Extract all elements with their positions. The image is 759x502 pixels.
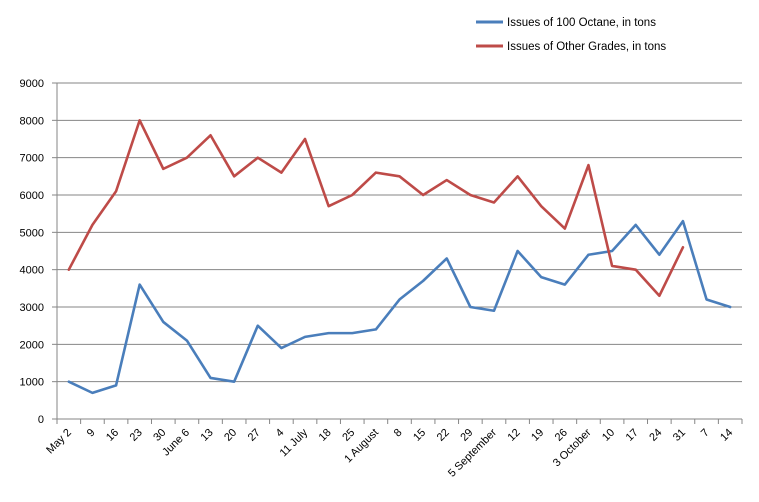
y-tick-label: 3000 xyxy=(20,302,44,314)
x-tick-label: 23 xyxy=(128,427,145,444)
y-tick-label: 5000 xyxy=(20,227,44,239)
x-tick-label: May 2 xyxy=(44,427,74,457)
series-line-1 xyxy=(67,119,685,298)
legend: Issues of 100 Octane, in tons Issues of O… xyxy=(476,17,666,53)
x-tick-label: 7 xyxy=(699,427,712,440)
y-tick-label: 9000 xyxy=(20,78,44,90)
x-tick-label: 24 xyxy=(647,427,664,444)
x-tick-label: 26 xyxy=(553,427,570,444)
x-tick-label: 9 xyxy=(85,427,98,440)
x-tick-label: 22 xyxy=(435,427,452,444)
y-tick-label: 1000 xyxy=(20,377,44,389)
x-tick-label: 13 xyxy=(199,427,216,444)
y-tick-label: 0 xyxy=(38,414,44,426)
x-tick-label: 16 xyxy=(104,427,121,444)
x-tick-label: 29 xyxy=(458,427,475,444)
legend-label-1: Issues of Other Grades, in tons xyxy=(507,41,666,53)
x-axis xyxy=(56,83,742,420)
y-tick-label: 4000 xyxy=(20,265,44,277)
x-tick-label: June 6 xyxy=(160,427,192,459)
gridlines xyxy=(57,82,742,383)
y-tick-label: 7000 xyxy=(20,153,44,165)
x-tick-label: 25 xyxy=(340,427,357,444)
x-tick-label: 19 xyxy=(529,427,546,444)
x-tick-label: 12 xyxy=(506,427,523,444)
x-tick-label: 10 xyxy=(600,427,617,444)
series-lines xyxy=(67,119,732,395)
series-line-0 xyxy=(67,219,732,395)
y-axis-ticks: 0 1000 2000 3000 4000 5000 6000 7000 8000 9000 xyxy=(20,78,57,426)
x-tick-label: 15 xyxy=(411,427,428,444)
x-tick-label: 27 xyxy=(246,427,263,444)
y-tick-label: 8000 xyxy=(20,115,44,127)
x-tick-label: 4 xyxy=(274,427,287,440)
y-tick-label: 2000 xyxy=(20,339,44,351)
x-tick-label: 20 xyxy=(222,427,239,444)
x-tick-label: 31 xyxy=(671,427,688,444)
legend-label-0: Issues of 100 Octane, in tons xyxy=(507,17,656,29)
y-tick-label: 6000 xyxy=(20,190,44,202)
x-tick-label: 17 xyxy=(624,427,641,444)
x-tick-label: 18 xyxy=(317,427,334,444)
x-tick-label: 8 xyxy=(392,427,405,440)
x-tick-label: 30 xyxy=(151,427,168,444)
x-tick-label: 14 xyxy=(718,427,735,444)
